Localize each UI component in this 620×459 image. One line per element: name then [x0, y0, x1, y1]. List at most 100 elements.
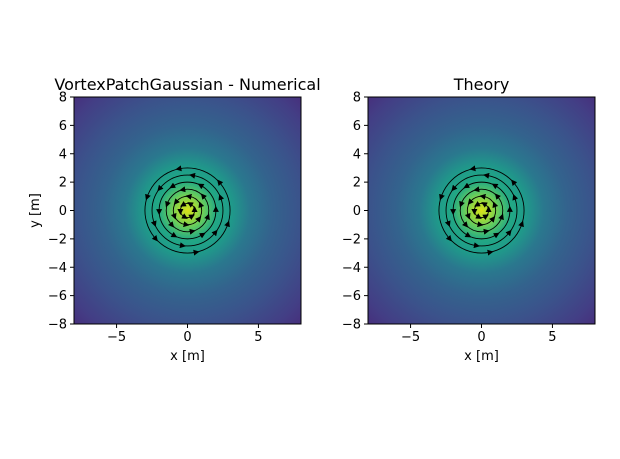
streamline-arrow: [494, 193, 502, 200]
streamline-arrow: [145, 193, 151, 201]
streamline-arrow: [187, 202, 194, 208]
y-tick-label: −2: [342, 232, 361, 247]
streamline-circle: [165, 188, 210, 233]
y-tick-label: −4: [48, 261, 67, 276]
streamline-arrow: [439, 193, 445, 201]
y-tick-label: −6: [342, 289, 361, 304]
heatmap-field: [368, 97, 595, 324]
y-tick-label: −8: [48, 318, 67, 333]
streamline-arrow: [473, 186, 480, 193]
y-tick-label: 6: [353, 119, 361, 134]
streamline-arrow: [473, 242, 480, 249]
y-tick-label: 6: [59, 119, 67, 134]
y-tick-label: 0: [353, 204, 361, 219]
streamline-arrow: [477, 221, 484, 228]
streamline-circle: [438, 167, 525, 254]
streamline-arrow: [157, 184, 164, 192]
y-tick-label: 4: [59, 147, 67, 162]
streamline-arrow: [518, 220, 524, 228]
y-tick-label: 2: [59, 176, 67, 191]
streamline-arrow: [481, 202, 488, 208]
streamline-arrow: [169, 182, 177, 189]
streamline-arrow: [175, 165, 182, 172]
streamline-arrow: [451, 184, 458, 192]
streamline-arrow: [511, 179, 518, 187]
x-tick-label: 5: [548, 330, 556, 345]
streamline-arrow: [195, 216, 202, 223]
streamline-arrow: [204, 213, 210, 221]
streamline-arrow: [198, 232, 206, 239]
x-tick-label: −5: [107, 330, 126, 345]
streamline-arrow: [483, 228, 490, 235]
streamline-arrow: [167, 221, 175, 228]
streamline-arrow: [467, 198, 474, 205]
streamline-arrow: [173, 198, 180, 205]
x-tick-label: 5: [254, 330, 262, 345]
streamline-arrow: [224, 220, 230, 228]
streamline-arrow: [498, 213, 504, 221]
chart-title: VortexPatchGaussian - Numerical: [54, 75, 320, 94]
streamline-arrow: [483, 172, 490, 179]
streamline-arrow: [165, 200, 171, 208]
streamline-arrow: [183, 221, 190, 228]
streamline-arrow: [179, 242, 186, 249]
streamline-arrow: [188, 214, 195, 220]
x-tick-label: 0: [183, 330, 191, 345]
streamline-arrow: [170, 231, 178, 238]
streamline-arrow: [193, 249, 200, 256]
streamline-arrow: [475, 213, 482, 219]
x-tick-label: 0: [477, 330, 485, 345]
streamline-arrow: [218, 194, 225, 201]
y-tick-label: 8: [59, 91, 67, 106]
streamline-arrow: [464, 231, 472, 238]
y-tick-label: −2: [48, 232, 67, 247]
y-tick-label: 4: [353, 147, 361, 162]
streamline-arrow: [464, 212, 471, 220]
streamlines: [144, 165, 231, 256]
streamline-arrow: [151, 234, 158, 242]
streamline-arrow: [211, 229, 218, 237]
streamline-arrow: [491, 183, 499, 190]
y-tick-label: 0: [59, 204, 67, 219]
streamline-arrow: [487, 249, 494, 256]
panel-theory: −5 0 5 −8 −6 −4 −2 0 2 4 6 8 Theory x [m]: [342, 75, 596, 364]
streamline-arrow: [189, 228, 196, 235]
streamline-circle: [445, 174, 518, 247]
streamline-arrow: [461, 221, 469, 228]
x-axis-label: x [m]: [170, 349, 205, 364]
streamline-arrow: [482, 214, 489, 220]
streamline-arrow: [150, 220, 157, 227]
streamline-arrow: [180, 201, 187, 207]
chart-title: Theory: [453, 75, 510, 94]
streamline-arrow: [185, 193, 192, 200]
streamline-arrow: [459, 200, 465, 208]
streamlines: [438, 165, 525, 256]
streamline-arrow: [479, 193, 486, 200]
streamline-circle: [459, 188, 504, 233]
y-axis-label: y [m]: [28, 193, 43, 228]
streamline-arrow: [444, 220, 451, 227]
streamline-arrow: [197, 183, 205, 190]
y-tick-label: −4: [342, 261, 361, 276]
streamline-arrow: [505, 229, 512, 237]
streamline-arrow: [492, 201, 499, 209]
streamline-arrow: [445, 234, 452, 242]
streamline-arrow: [198, 201, 205, 209]
y-tick-label: −6: [48, 289, 67, 304]
streamline-arrow: [189, 172, 196, 179]
streamline-arrow: [474, 201, 481, 207]
streamline-arrow: [217, 179, 224, 187]
x-axis-label: x [m]: [464, 349, 499, 364]
streamline-circle: [151, 174, 224, 247]
y-tick-label: 2: [353, 176, 361, 191]
streamline-arrow: [179, 186, 186, 193]
streamline-arrow: [489, 216, 496, 223]
y-tick-label: −8: [342, 318, 361, 333]
y-tick-label: 8: [353, 91, 361, 106]
streamline-arrow: [463, 182, 471, 189]
streamline-arrow: [200, 193, 208, 200]
streamline-arrow: [469, 165, 476, 172]
streamline-arrow: [512, 194, 519, 201]
